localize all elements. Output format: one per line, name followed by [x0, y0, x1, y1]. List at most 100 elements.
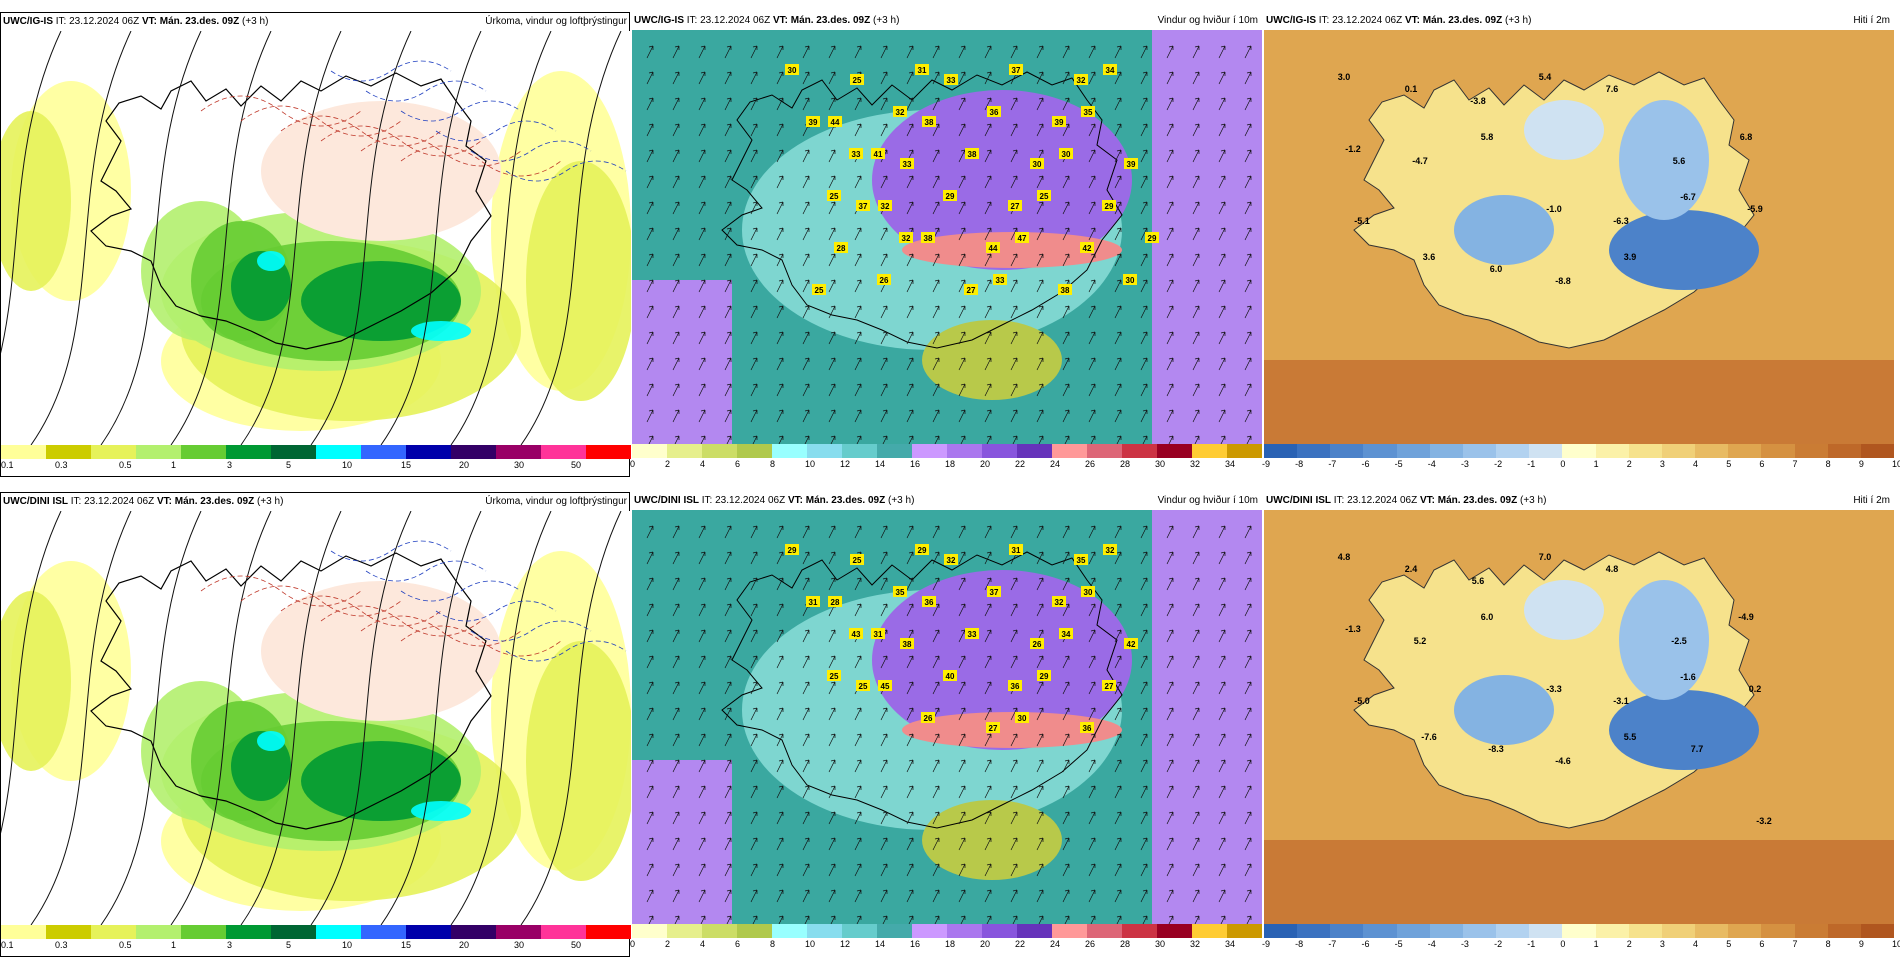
- colorbar-tick-label: 30: [514, 460, 525, 470]
- wind-arrow: [1114, 681, 1122, 695]
- wind-arrow: [1244, 655, 1252, 669]
- colorbar-swatch: [496, 925, 541, 939]
- colorbar-swatch: [1396, 444, 1430, 458]
- wind-arrow: [750, 655, 758, 669]
- colorbar-tick-label: 8: [1825, 939, 1831, 949]
- wind-arrow: [698, 837, 706, 851]
- colorbar-tick-label: 18: [945, 939, 956, 949]
- gust-value: 32: [947, 556, 956, 565]
- wind-arrow: [776, 409, 784, 423]
- wind-arrow: [1010, 837, 1018, 851]
- temp-value: -3.8: [1470, 96, 1486, 106]
- wind-arrow: [1036, 837, 1044, 851]
- gust-label-box: [1030, 638, 1044, 649]
- wind-arrow: [1062, 409, 1070, 423]
- wind-arrow: [1140, 409, 1148, 423]
- gust-label-box: [849, 148, 863, 159]
- wind-arrow: [698, 655, 706, 669]
- colorbar-tick-label: 8: [770, 459, 776, 469]
- wind-arrow: [750, 577, 758, 591]
- gust-value: 34: [1062, 630, 1071, 639]
- wind-arrow: [750, 811, 758, 825]
- panel-header: UWC/DINI ISL IT: 23.12.2024 06Z VT: Mán.…: [1264, 492, 1894, 510]
- panel-title: Hiti í 2m: [1853, 15, 1890, 26]
- gust-label-box: [1124, 158, 1138, 169]
- wind-arrow: [1088, 707, 1096, 721]
- gust-label: 29: [915, 544, 929, 555]
- wind-arrow: [1088, 383, 1096, 397]
- gust-value: 29: [1105, 202, 1114, 211]
- gust-label-box: [986, 242, 1000, 253]
- temp-value: -1.6: [1680, 672, 1696, 682]
- wind-arrow: [1062, 733, 1070, 747]
- colorbar-swatch: [46, 925, 91, 939]
- panel-header: UWC/IG-IS IT: 23.12.2024 06Z VT: Mán. 23…: [632, 12, 1262, 30]
- colorbar-tick-label: 6: [735, 939, 741, 949]
- wind-arrow: [1116, 435, 1122, 444]
- gust-label-box: [1059, 628, 1073, 639]
- colorbar-tick-label: 7: [1792, 939, 1798, 949]
- colorbar-tick-label: 6: [1759, 939, 1765, 949]
- wind-arrow: [1142, 435, 1148, 444]
- gust-value: 25: [859, 682, 868, 691]
- precip-area: [526, 641, 631, 881]
- wind-arrow: [1010, 655, 1018, 669]
- wind-arrow: [802, 707, 810, 721]
- wind-arrow: [1244, 785, 1252, 799]
- wind-arrow: [1114, 837, 1122, 851]
- wind-arrow: [1166, 383, 1174, 397]
- isobar: [520, 31, 622, 445]
- precip-area: [411, 321, 471, 341]
- wind-arrow: [1244, 837, 1252, 851]
- panel-header: UWC/DINI ISL IT: 23.12.2024 06Z VT: Mán.…: [632, 492, 1262, 510]
- model-name: UWC/IG-IS: [1266, 15, 1316, 26]
- gust-label-box: [964, 284, 978, 295]
- gust-label-box: [987, 106, 1001, 117]
- colorbar-tick-label: -3: [1460, 939, 1469, 949]
- colorbar-swatch: [1496, 924, 1530, 938]
- temp-value: -5.9: [1747, 204, 1763, 214]
- wind-arrow: [724, 577, 732, 591]
- temperature-contour: [240, 105, 402, 137]
- wind-arrow: [1036, 863, 1044, 877]
- gust-label-box: [812, 284, 826, 295]
- wind-arrow: [1192, 357, 1200, 371]
- wind-arrow: [672, 551, 680, 565]
- gust-label-box: [993, 274, 1007, 285]
- temp-value: -1.2: [1345, 144, 1361, 154]
- wind-arrow: [1088, 655, 1096, 669]
- isobar: [240, 511, 342, 925]
- wind-arrow: [802, 733, 810, 747]
- colorbar-swatch: [1157, 924, 1192, 938]
- wind-arrow: [1062, 201, 1070, 215]
- colorbar-tick-label: 9: [1858, 459, 1864, 469]
- wind-arrow: [1192, 889, 1200, 903]
- wind-arrow: [698, 383, 706, 397]
- wind-arrow: [1088, 409, 1096, 423]
- gust-value: 27: [1011, 202, 1020, 211]
- temp-value: -2.5: [1671, 636, 1687, 646]
- precip-map: [1, 511, 631, 925]
- wind-arrow: [1140, 331, 1148, 345]
- wind-arrow: [984, 279, 992, 293]
- gust-label-box: [943, 190, 957, 201]
- colorbar-tick-label: 28: [1120, 459, 1131, 469]
- wind-arrow: [672, 123, 680, 137]
- wind-arrow: [854, 525, 862, 539]
- gust-value: 33: [996, 276, 1005, 285]
- thickness-contour: [365, 80, 487, 102]
- colorbar-swatch: [702, 444, 737, 458]
- wind-arrow: [958, 837, 966, 851]
- colorbar-swatch: [702, 924, 737, 938]
- wind-arrow: [932, 655, 940, 669]
- wind-arrow: [750, 175, 758, 189]
- wind-arrow: [776, 577, 784, 591]
- wind-arrow: [1062, 71, 1070, 85]
- wind-arrow: [1166, 97, 1174, 111]
- wind-arrow: [1166, 889, 1174, 903]
- wind-arrow: [880, 785, 888, 799]
- wind-arrow: [646, 759, 654, 773]
- wind-arrow: [1244, 525, 1252, 539]
- colorbar-swatch: [1363, 924, 1397, 938]
- colorbar-swatch: [361, 925, 406, 939]
